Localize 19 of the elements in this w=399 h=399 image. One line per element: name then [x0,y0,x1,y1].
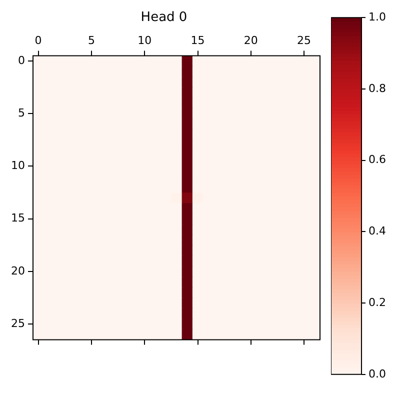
color-bar-label: 0.2 [368,296,386,309]
x-tick-label: 10 [138,34,152,48]
color-bar-label: 0.0 [368,367,386,380]
y-tick-label: 20 [10,264,25,278]
x-tick-label: 5 [88,34,95,48]
x-tick-label: 20 [244,34,258,48]
y-tick-label: 15 [10,212,25,225]
y-tick-label: 0 [18,54,25,67]
x-tick-label: 25 [297,34,312,48]
color-bar-label: 0.6 [368,153,386,166]
y-tick-label: 25 [10,316,25,330]
x-tick-label: 0 [34,34,42,48]
color-bar-label: 0.4 [368,224,386,238]
color-bar-label: 0.8 [368,82,386,95]
x-tick-label: 15 [190,34,205,48]
chart-title: Head 0 [140,10,188,26]
y-tick-label: 10 [10,159,25,172]
color-bar-label: 1.0 [368,10,386,24]
y-tick-label: 5 [18,106,25,120]
